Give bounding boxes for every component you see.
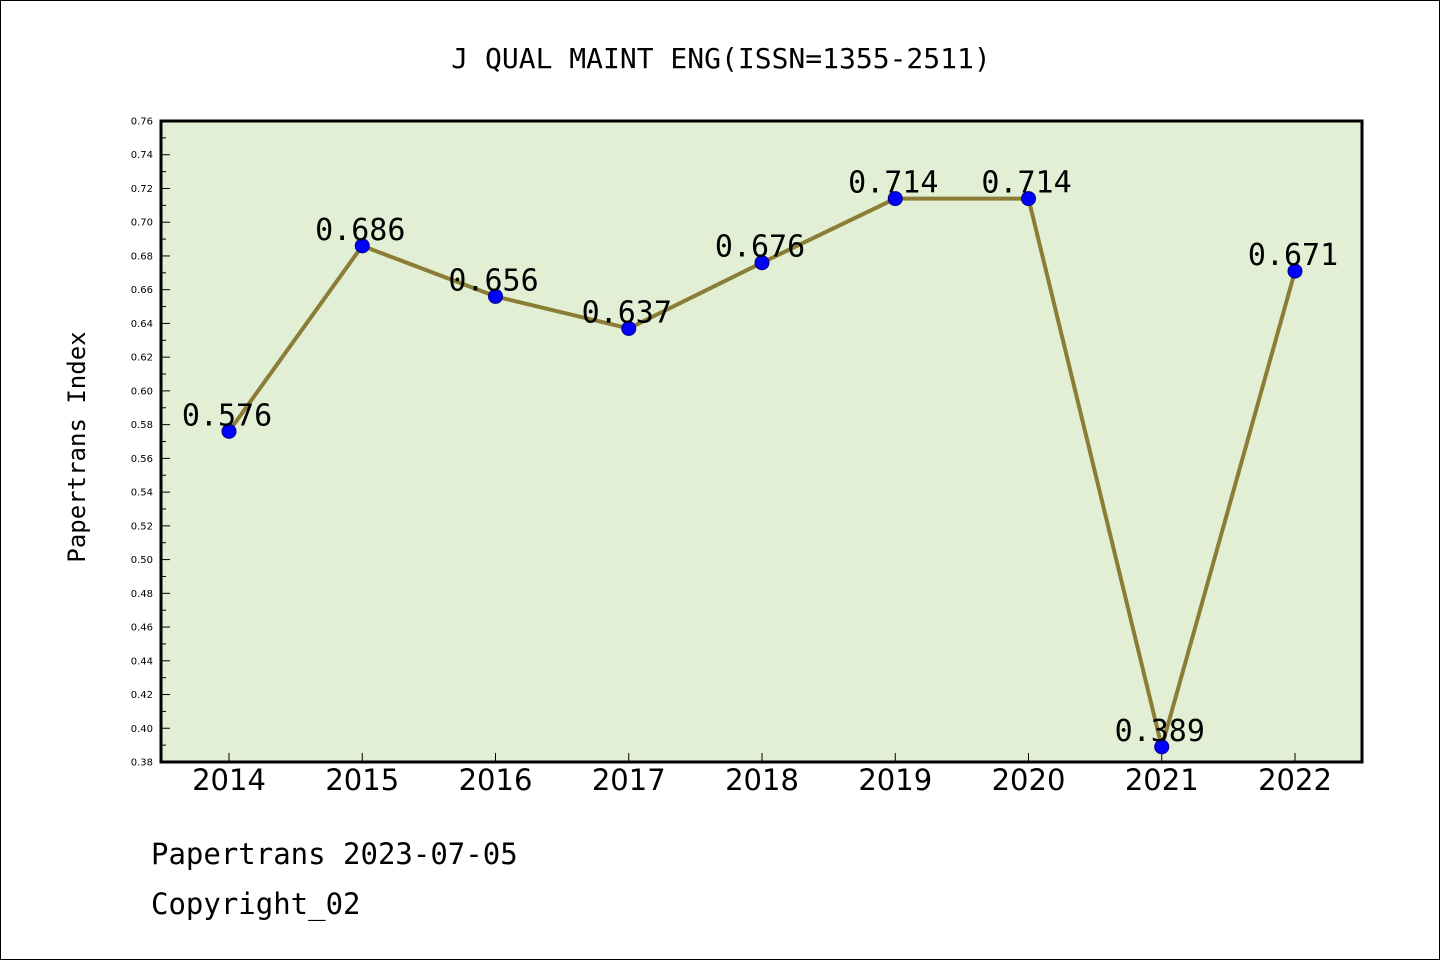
y-tick-label: 0.72 (131, 184, 153, 195)
data-labels: 0.576 0.686 0.656 0.637 0.676 0.714 0.714 0.389… (182, 166, 1338, 749)
y-tick-label: 0.66 (131, 285, 153, 296)
data-point-marker (1021, 191, 1036, 207)
y-tick-label: 0.60 (131, 386, 153, 397)
chart-title: J QUAL MAINT ENG(ISSN=1355-2511) (451, 42, 990, 75)
y-tick-label: 0.56 (131, 454, 153, 465)
data-point-marker (488, 288, 503, 304)
y-tick-label: 0.70 (131, 218, 153, 229)
y-tick-label: 0.42 (131, 690, 153, 701)
x-tick-label: 2018 (725, 763, 799, 797)
data-value-label: 0.656 (448, 263, 538, 298)
data-point-marker (1154, 739, 1170, 755)
footer-date-line: Papertrans 2023-07-05 (151, 837, 518, 871)
x-tick-label: 2015 (325, 763, 399, 797)
plot-frame (159, 119, 1364, 764)
y-tick-label: 0.48 (131, 589, 153, 600)
data-point-marker (221, 423, 237, 439)
y-tick-label: 0.44 (131, 656, 153, 667)
x-tick-label: 2021 (1125, 763, 1199, 797)
y-tick-label: 0.64 (131, 319, 153, 330)
footer-copyright-line: Copyright_02 (151, 887, 361, 921)
y-tick-label: 0.38 (131, 758, 153, 769)
x-tick-label: 2022 (1258, 763, 1332, 797)
data-point-marker (1287, 263, 1303, 279)
data-point-marker (621, 320, 637, 336)
series-markers (221, 191, 1303, 755)
data-value-label: 0.676 (715, 230, 805, 265)
plot-area (161, 121, 1362, 762)
x-tick-label: 2017 (592, 763, 666, 797)
data-value-label: 0.637 (582, 295, 672, 330)
data-value-label: 0.576 (182, 398, 272, 433)
x-tick-label: 2019 (858, 763, 932, 797)
data-value-label: 0.671 (1248, 238, 1338, 273)
x-tick-label: 2016 (459, 763, 533, 797)
y-tick-label: 0.54 (131, 488, 153, 499)
data-value-label: 0.714 (981, 166, 1071, 201)
data-point-marker (754, 255, 770, 271)
y-tick-label: 0.40 (131, 724, 153, 735)
y-tick-label: 0.68 (131, 251, 153, 262)
y-tick-label: 0.52 (131, 521, 153, 532)
y-tick-label: 0.62 (131, 353, 153, 364)
data-point-marker (354, 238, 370, 254)
y-tick-label: 0.58 (131, 420, 153, 431)
x-axis: 2014 2015 2016 2017 2018 2019 2020 2021 2022 (192, 753, 1332, 797)
data-value-label: 0.686 (315, 213, 405, 248)
data-value-label: 0.714 (848, 166, 938, 201)
y-tick-label: 0.74 (131, 150, 153, 161)
y-tick-label: 0.76 (131, 117, 153, 128)
y-tick-label: 0.46 (131, 623, 153, 634)
data-value-label: 0.389 (1115, 714, 1205, 749)
x-tick-label: 2014 (192, 763, 266, 797)
x-tick-label: 2020 (992, 763, 1066, 797)
data-point-marker (887, 191, 903, 207)
y-tick-label: 0.50 (131, 555, 153, 566)
y-axis-label: Papertrans Index (63, 331, 91, 562)
